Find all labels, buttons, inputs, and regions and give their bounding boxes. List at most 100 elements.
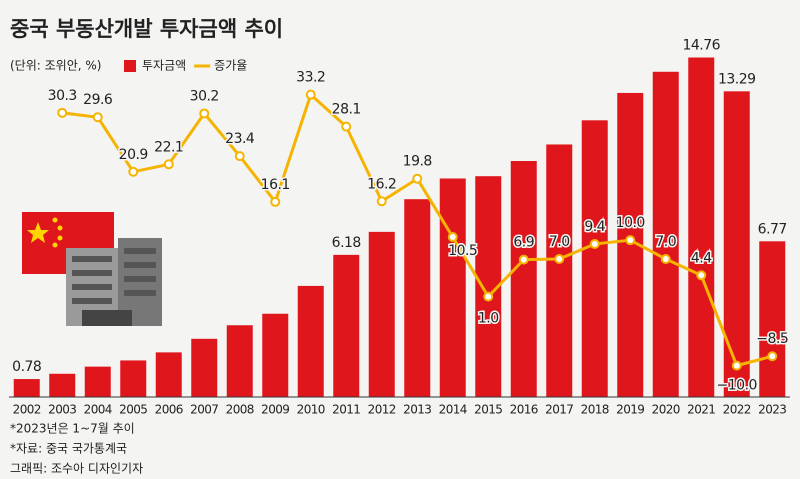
bar (510, 161, 537, 397)
line-point (625, 235, 636, 246)
line-label: 7.0 (549, 234, 570, 250)
legend: 투자금액 증가율 (124, 59, 247, 73)
bar (49, 373, 76, 397)
line-label: 29.6 (83, 92, 113, 108)
x-tick-label: 2005 (119, 403, 147, 417)
x-tick-label: 2014 (439, 403, 467, 417)
line-label: 33.2 (296, 70, 325, 86)
line-label: 1.0 (478, 311, 499, 327)
x-tick-label: 2022 (723, 403, 751, 417)
note: 그래픽: 조수아 디자인기자 (10, 462, 143, 476)
x-tick-label: 2019 (616, 403, 644, 417)
x-tick-label: 2015 (474, 403, 502, 417)
note: *자료: 중국 국가통계국 (10, 442, 127, 456)
line-label: 7.0 (655, 234, 676, 250)
line-label: 9.4 (584, 219, 605, 235)
bar (191, 338, 218, 397)
bar-label: 0.78 (12, 359, 41, 375)
line-label: 23.4 (225, 131, 255, 147)
legend-label: 투자금액 (142, 59, 186, 73)
line-label: 10.5 (448, 243, 477, 259)
line-point (270, 196, 281, 207)
bar (13, 379, 40, 397)
line-point (731, 360, 742, 371)
note: *2023년은 1~7월 추이 (10, 422, 135, 436)
line-label: 16.1 (261, 177, 290, 193)
line-point (128, 166, 139, 177)
bar-label: 13.29 (718, 71, 756, 87)
illustration (22, 212, 162, 326)
x-tick-label: 2007 (190, 403, 218, 417)
bar (262, 313, 289, 397)
line-point (199, 108, 210, 119)
x-tick-label: 2008 (226, 403, 254, 417)
x-tick-label: 2013 (403, 403, 431, 417)
line-point (589, 238, 600, 249)
line-point (341, 121, 352, 132)
line-point (305, 89, 316, 100)
x-tick-label: 2003 (48, 403, 76, 417)
x-tick-label: 2010 (297, 403, 325, 417)
bar (404, 199, 431, 397)
line-label: −8.5 (756, 331, 788, 347)
bar (297, 285, 324, 397)
bar-label: 6.77 (758, 221, 787, 237)
line-point (57, 107, 68, 118)
bar (546, 144, 573, 397)
line-point (660, 254, 671, 264)
line-point (767, 351, 778, 362)
bar (439, 178, 466, 397)
line-point (92, 112, 103, 123)
line-point (376, 196, 387, 207)
line-label: 22.1 (154, 139, 183, 155)
line-label: 30.2 (190, 88, 219, 104)
x-tick-label: 2021 (687, 403, 715, 417)
x-tick-label: 2017 (545, 403, 573, 417)
bar (652, 71, 679, 397)
bar-label: 14.76 (682, 38, 720, 54)
line-point (412, 173, 423, 184)
bar (84, 366, 111, 397)
x-tick-label: 2020 (652, 403, 680, 417)
x-tick-label: 2016 (510, 403, 538, 417)
line-label: −10.0 (717, 378, 757, 394)
bar (333, 254, 360, 397)
line-label: 10.0 (616, 215, 645, 231)
x-tick-label: 2011 (332, 403, 360, 417)
line-label: 6.9 (513, 235, 534, 251)
bar (368, 231, 395, 397)
line-label: 19.8 (403, 154, 432, 170)
line-point (483, 291, 494, 302)
line-label: 20.9 (119, 147, 148, 163)
x-tick-label: 2012 (368, 403, 396, 417)
legend-label: 증가율 (214, 59, 247, 73)
x-tick-label: 2023 (758, 403, 786, 417)
line-label: 30.3 (48, 88, 77, 104)
x-tick-label: 2002 (13, 403, 41, 417)
bar-label: 6.18 (332, 235, 361, 251)
bar (226, 325, 253, 397)
x-tick-label: 2018 (581, 403, 609, 417)
line-point (447, 232, 458, 243)
line-point (234, 151, 245, 162)
bar (688, 57, 715, 398)
line-label: 16.2 (367, 176, 396, 192)
chart-title: 중국 부동산개발 투자금액 추이 (10, 17, 283, 41)
line-label: 28.1 (332, 102, 361, 118)
bar (759, 241, 786, 397)
x-tick-label: 2004 (84, 403, 112, 417)
bar (723, 91, 750, 397)
line-point (518, 254, 529, 265)
line-point (696, 270, 707, 281)
bar (120, 360, 147, 397)
x-tick-label: 2006 (155, 403, 183, 417)
bar (581, 120, 608, 397)
line-point (554, 254, 565, 264)
subtitle: (단위: 조위안, %) (10, 59, 101, 73)
legend-swatch (124, 60, 136, 72)
x-tick-label: 2009 (261, 403, 289, 417)
line-point (163, 159, 174, 170)
bar (155, 352, 182, 397)
line-label: 4.4 (691, 250, 712, 266)
